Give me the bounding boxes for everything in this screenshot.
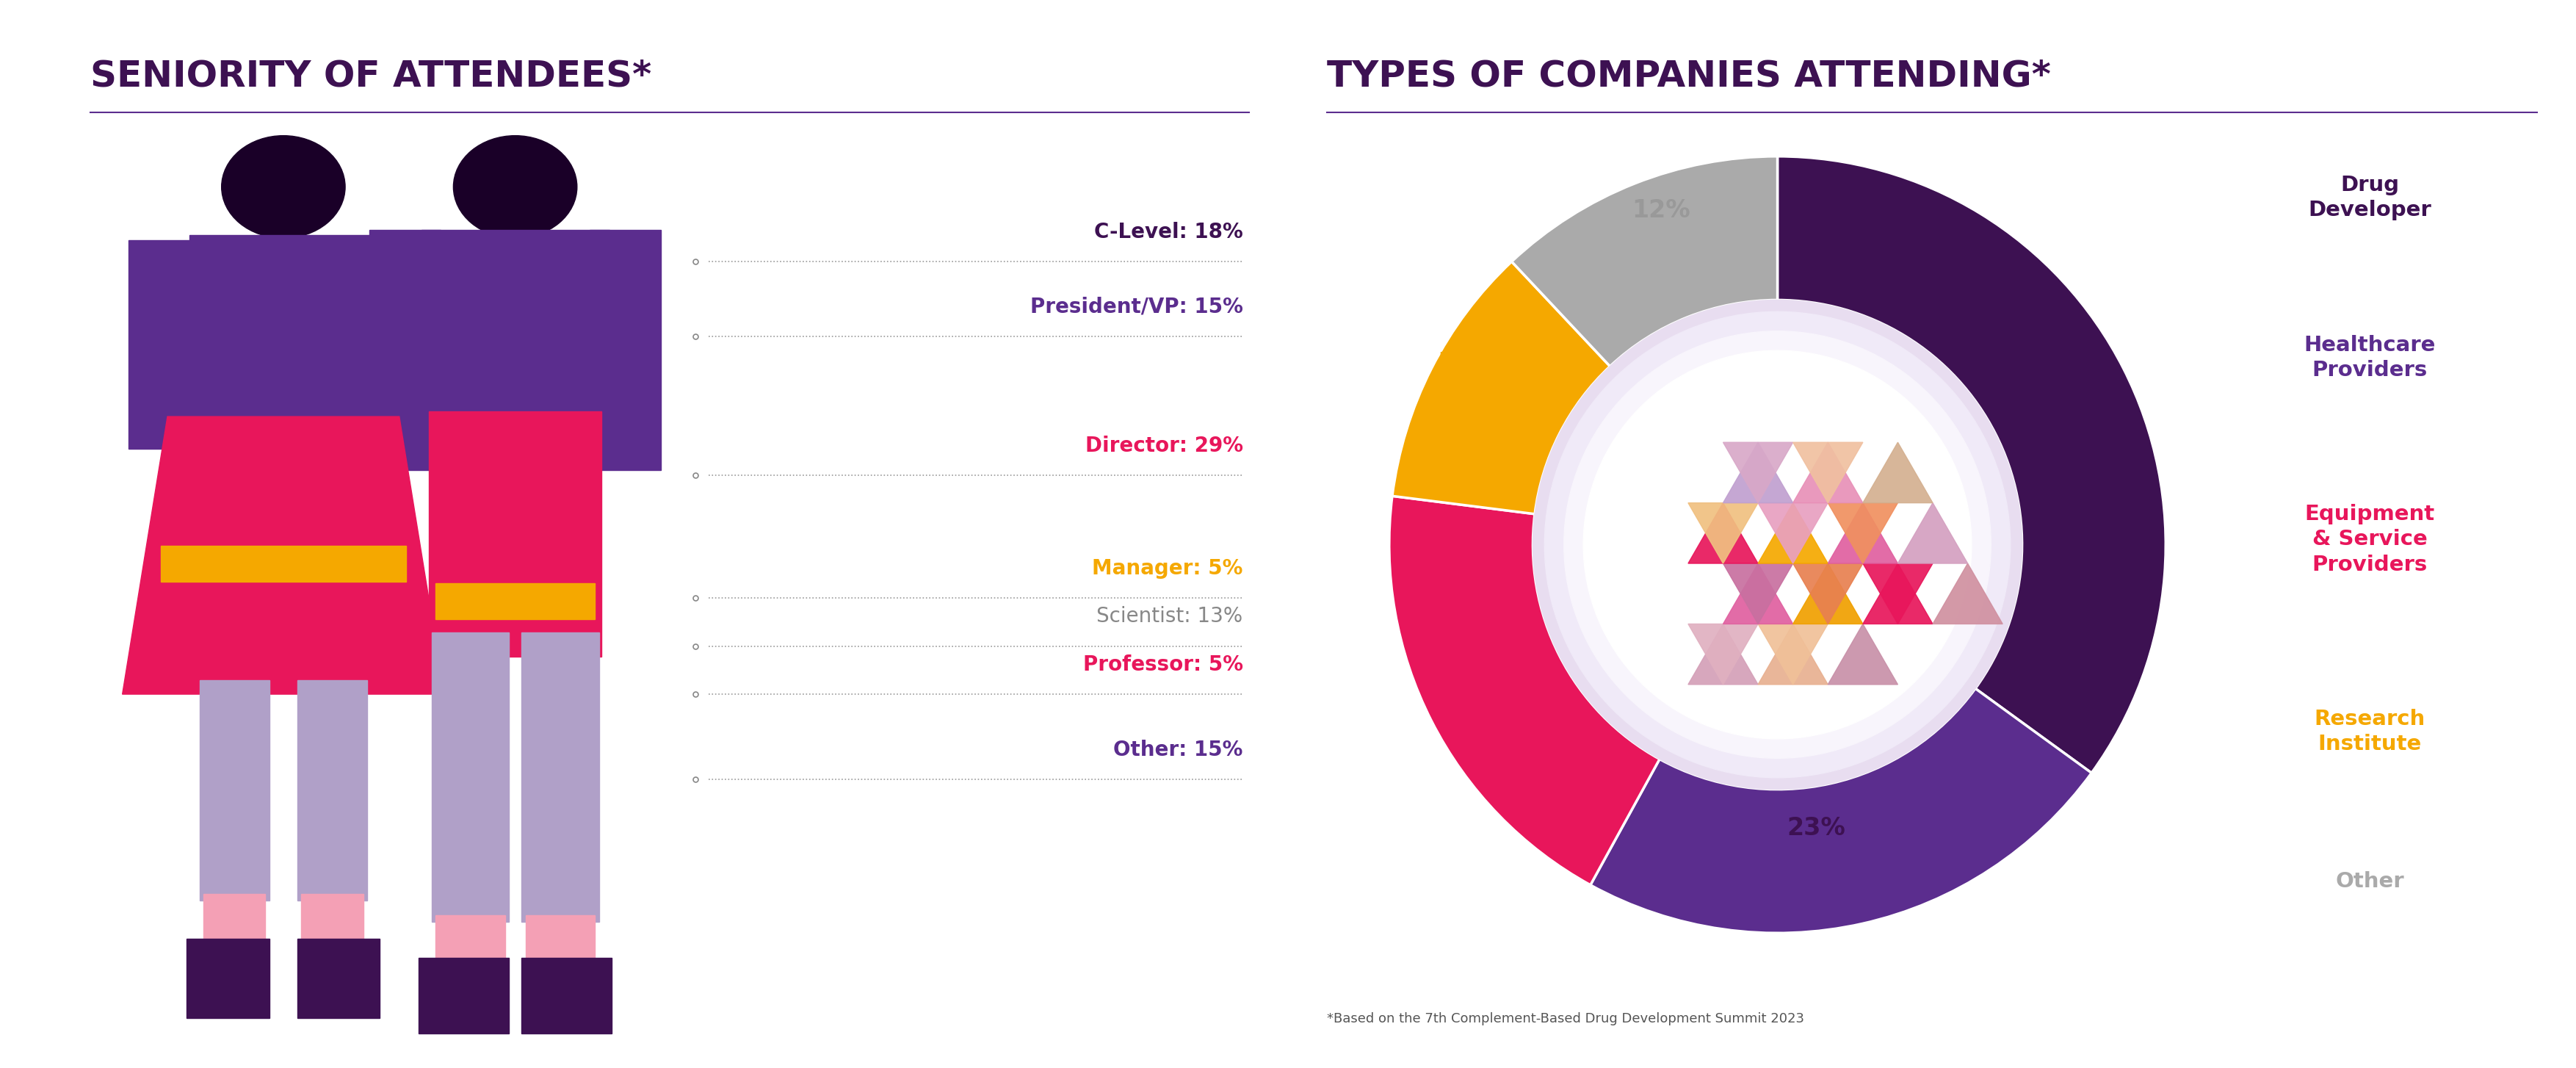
Polygon shape (1723, 442, 1793, 503)
Text: Manager: 5%: Manager: 5% (1092, 559, 1242, 579)
Polygon shape (1687, 503, 1757, 564)
Polygon shape (1793, 442, 1862, 503)
Polygon shape (1793, 564, 1862, 624)
Polygon shape (1932, 564, 2002, 624)
Text: 19%: 19% (1427, 564, 1484, 587)
Text: C-Level: 18%: C-Level: 18% (1095, 222, 1242, 242)
FancyBboxPatch shape (428, 411, 603, 657)
FancyBboxPatch shape (520, 958, 613, 1034)
Polygon shape (1829, 503, 1899, 564)
Wedge shape (1589, 689, 2092, 933)
Text: Healthcare
Providers: Healthcare Providers (2303, 334, 2437, 381)
Text: 12%: 12% (1631, 199, 1690, 223)
Wedge shape (1512, 156, 1777, 366)
Text: Research
Institute: Research Institute (2313, 708, 2427, 755)
FancyBboxPatch shape (363, 240, 438, 449)
Polygon shape (1723, 442, 1793, 503)
Polygon shape (1723, 564, 1793, 624)
FancyBboxPatch shape (526, 915, 595, 967)
Wedge shape (1388, 496, 1659, 885)
Polygon shape (1687, 624, 1757, 685)
FancyBboxPatch shape (422, 230, 611, 433)
Text: Other: 15%: Other: 15% (1113, 740, 1242, 760)
Polygon shape (1723, 564, 1793, 624)
Text: President/VP: 15%: President/VP: 15% (1030, 297, 1242, 317)
Circle shape (453, 136, 577, 238)
FancyBboxPatch shape (129, 240, 204, 449)
Text: 35%: 35% (1875, 292, 1935, 316)
Polygon shape (1793, 564, 1862, 624)
Wedge shape (1391, 262, 1610, 514)
FancyBboxPatch shape (590, 230, 659, 470)
Text: TYPES OF COMPANIES ATTENDING*: TYPES OF COMPANIES ATTENDING* (1327, 59, 2050, 94)
Polygon shape (1862, 442, 1932, 503)
Polygon shape (1829, 503, 1899, 564)
FancyBboxPatch shape (435, 915, 505, 967)
Polygon shape (1862, 564, 1932, 624)
Text: Professor: 5%: Professor: 5% (1082, 655, 1242, 675)
Polygon shape (1757, 624, 1829, 685)
FancyBboxPatch shape (299, 680, 368, 900)
Text: Director: 29%: Director: 29% (1084, 436, 1242, 456)
Polygon shape (1829, 624, 1899, 685)
FancyBboxPatch shape (371, 230, 440, 470)
FancyBboxPatch shape (191, 235, 379, 422)
Text: Drug
Developer: Drug Developer (2308, 174, 2432, 221)
Polygon shape (1757, 624, 1829, 685)
FancyBboxPatch shape (160, 546, 407, 582)
Polygon shape (1757, 503, 1829, 564)
FancyBboxPatch shape (435, 583, 595, 619)
Circle shape (222, 136, 345, 238)
FancyBboxPatch shape (500, 214, 533, 248)
Text: Equipment
& Service
Providers: Equipment & Service Providers (2306, 504, 2434, 575)
FancyBboxPatch shape (268, 214, 299, 248)
Polygon shape (1687, 624, 1757, 685)
Circle shape (1564, 331, 1991, 758)
Text: 11%: 11% (1437, 350, 1497, 374)
Polygon shape (1757, 503, 1829, 564)
Polygon shape (1793, 442, 1862, 503)
FancyBboxPatch shape (201, 680, 270, 900)
Circle shape (1533, 300, 2022, 789)
Polygon shape (1687, 503, 1757, 564)
Text: SENIORITY OF ATTENDEES*: SENIORITY OF ATTENDEES* (90, 59, 652, 94)
FancyBboxPatch shape (420, 958, 510, 1034)
Wedge shape (1777, 156, 2166, 773)
FancyBboxPatch shape (204, 894, 265, 945)
Polygon shape (1862, 564, 1932, 624)
FancyBboxPatch shape (188, 939, 270, 1018)
Text: Other: Other (2336, 870, 2403, 892)
Circle shape (1584, 350, 1971, 739)
Text: *Based on the 7th Complement-Based Drug Development Summit 2023: *Based on the 7th Complement-Based Drug … (1327, 1012, 1803, 1025)
FancyBboxPatch shape (299, 939, 381, 1018)
FancyBboxPatch shape (301, 894, 363, 945)
Polygon shape (124, 417, 446, 694)
FancyBboxPatch shape (520, 632, 598, 922)
FancyBboxPatch shape (433, 632, 510, 922)
Polygon shape (1899, 503, 1968, 564)
Circle shape (1546, 312, 2009, 778)
Text: Scientist: 13%: Scientist: 13% (1097, 607, 1242, 627)
Text: 23%: 23% (1788, 816, 1844, 841)
